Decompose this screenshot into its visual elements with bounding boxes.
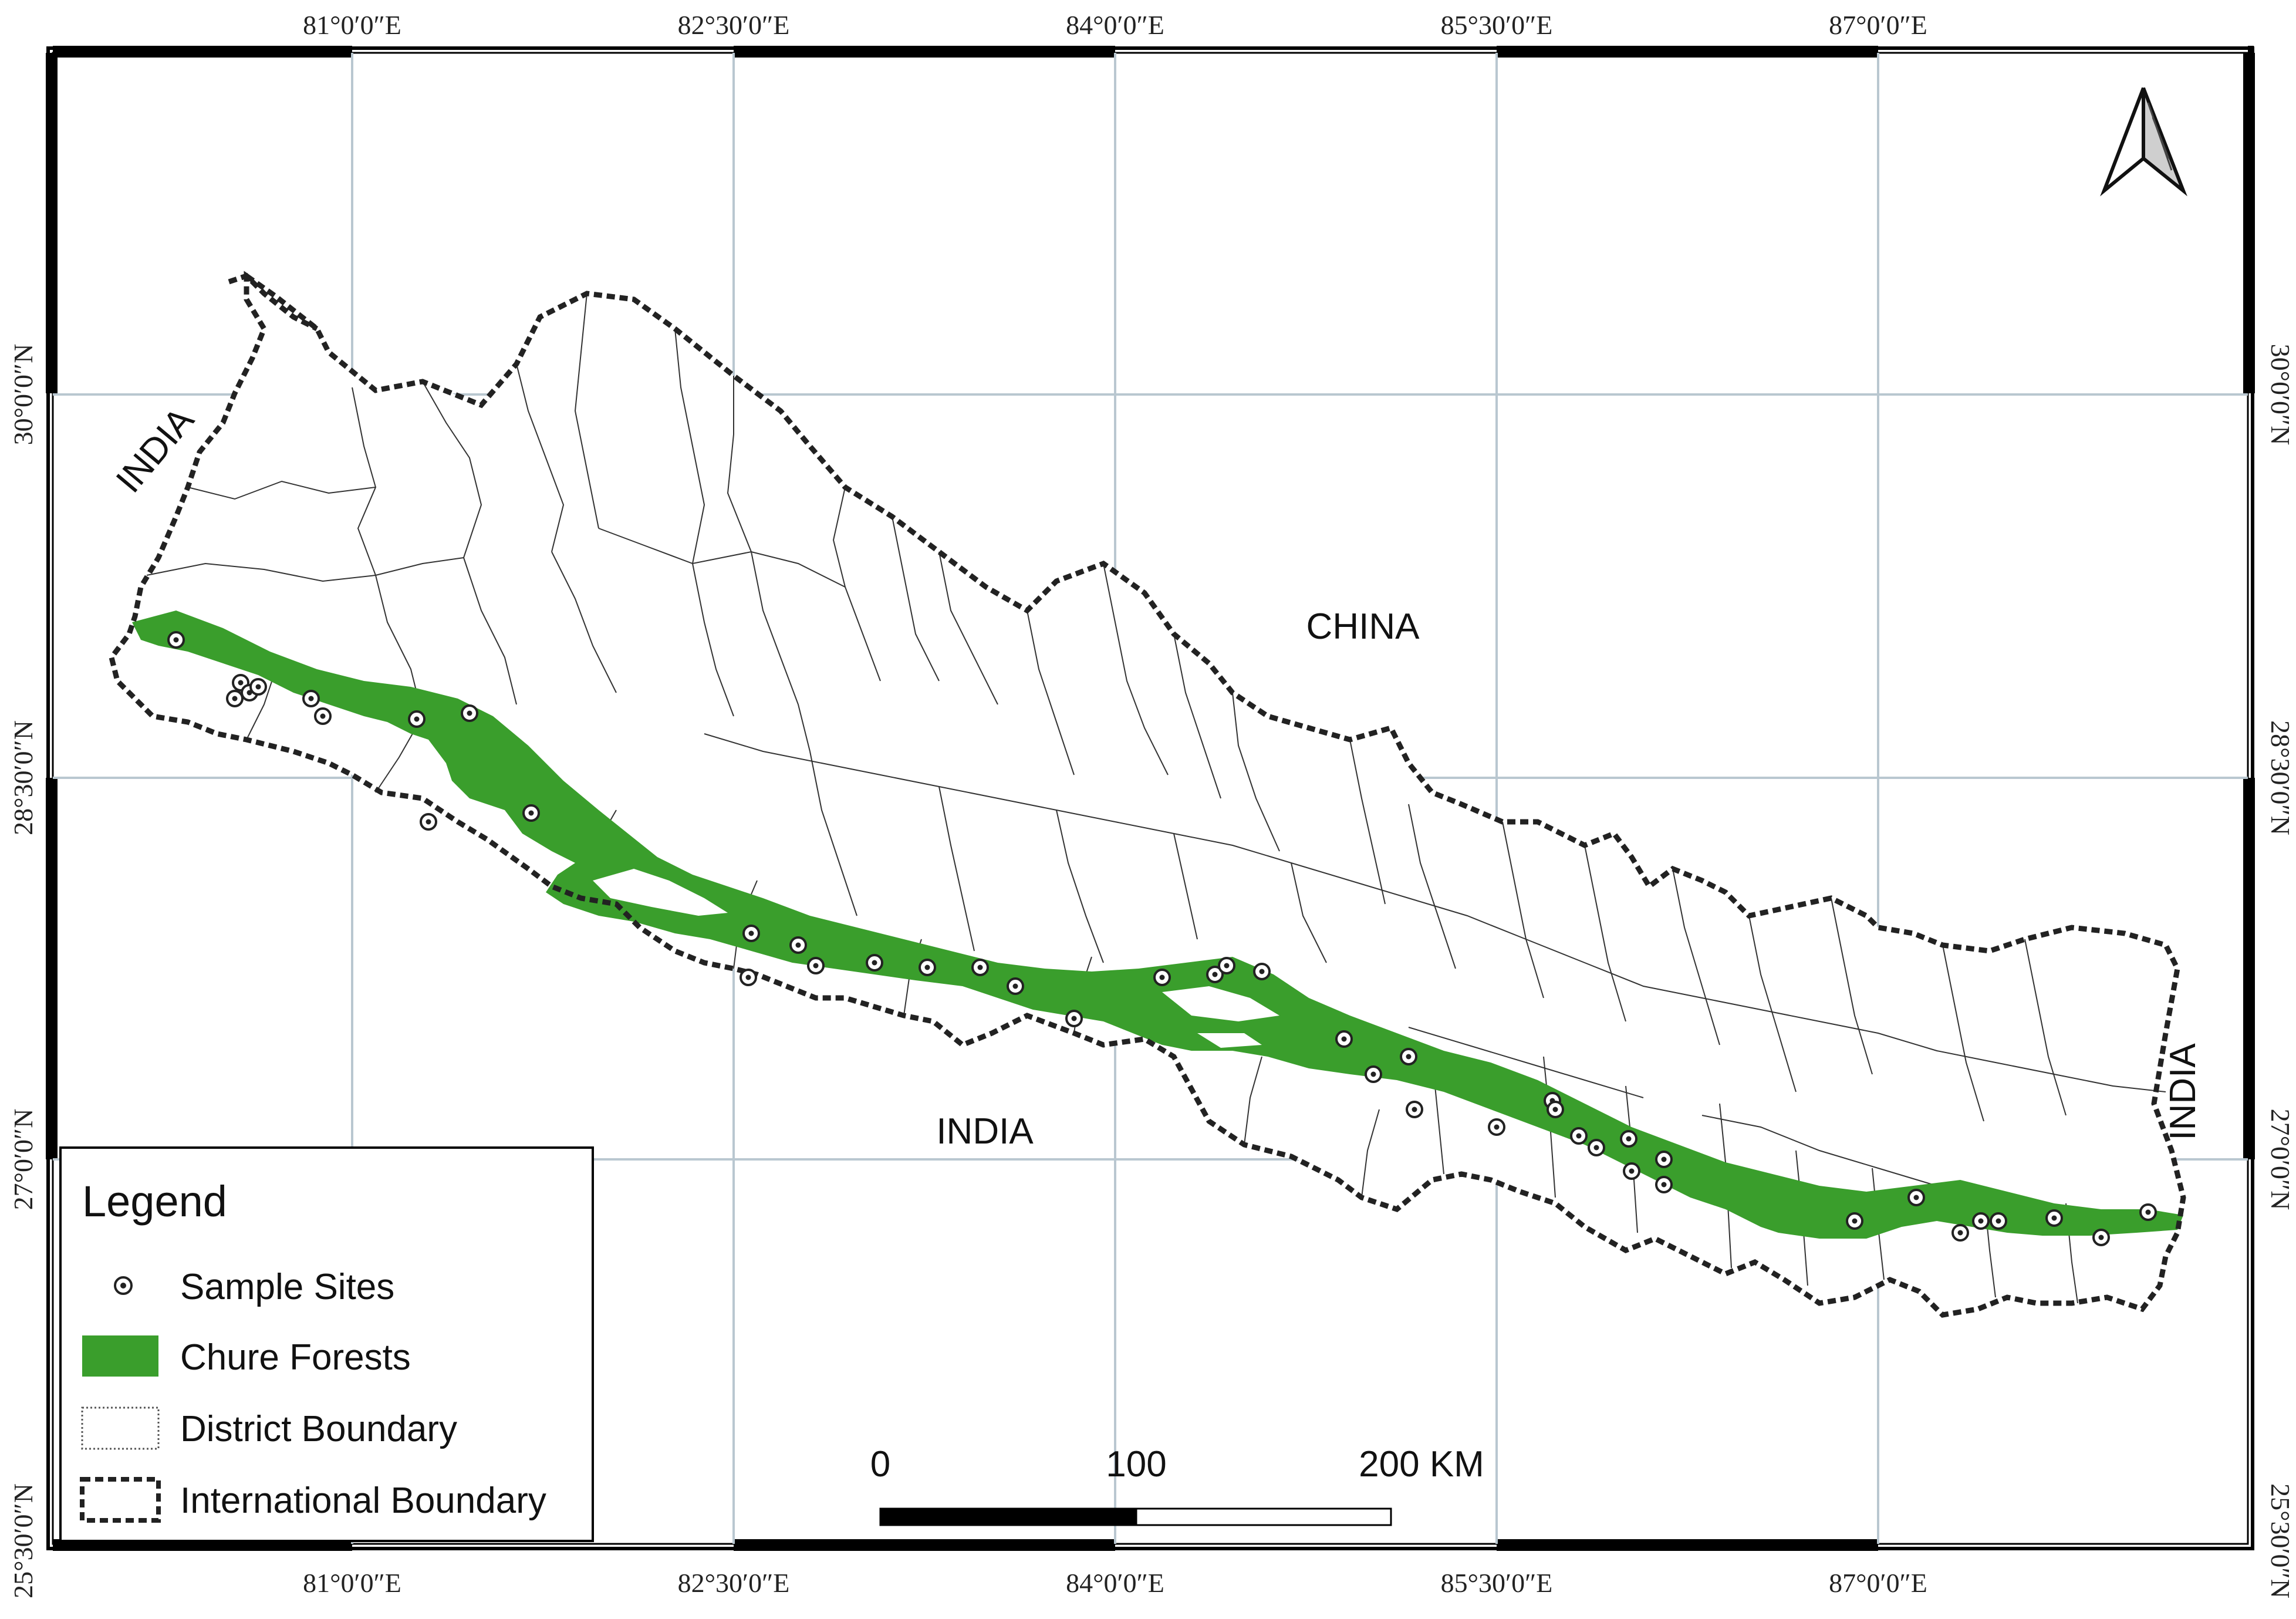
lon-label: 81°0′0″E: [303, 1568, 401, 1598]
sample-site-marker-dot: [1552, 1107, 1558, 1112]
legend-sample-site-icon: [114, 1276, 133, 1295]
sample-site-marker-dot: [2051, 1215, 2057, 1221]
sample-site-marker-dot: [1406, 1054, 1412, 1060]
international-boundary: [109, 271, 2186, 1318]
lat-label: 25°30′0″N: [8, 1483, 38, 1598]
sample-site-marker-dot: [1629, 1168, 1635, 1174]
sample-site-marker-dot: [1012, 983, 1018, 989]
longitude-labels-bottom: 81°0′0″E 82°30′0″E 84°0′0″E 85°30′0″E 87…: [303, 1568, 1927, 1598]
legend-district-boundary-swatch: [81, 1406, 160, 1450]
latitude-labels-right: 30°0′0″N 28°30′0″N 27°0′0″N 25°30′0″N: [2265, 344, 2295, 1598]
lon-label: 84°0′0″E: [1066, 1568, 1164, 1598]
lat-label: 28°30′0″N: [2265, 720, 2295, 835]
sample-site-marker-dot: [1957, 1230, 1963, 1236]
international-boundary-nw-spur: [228, 272, 319, 332]
sample-site-marker-dot: [467, 710, 472, 716]
sample-site-marker-dot: [1212, 972, 1218, 977]
scale-label-100: 100: [1106, 1444, 1166, 1485]
sample-site-marker-dot: [255, 684, 261, 690]
scale-bar: 0 100 200 KM: [870, 1444, 1484, 1526]
sample-site-marker-dot: [813, 963, 819, 969]
sample-site-marker-dot: [1159, 974, 1165, 980]
sample-site-marker-dot: [745, 974, 751, 980]
legend-label-chure-forests: Chure Forests: [180, 1337, 411, 1378]
lon-label: 87°0′0″E: [1829, 1568, 1927, 1598]
sample-site-marker-dot: [1978, 1218, 1984, 1224]
lat-label: 30°0′0″N: [2265, 344, 2295, 446]
sample-site-marker-dot: [1626, 1136, 1632, 1142]
legend-international-boundary-swatch: [80, 1477, 161, 1523]
sample-site-marker-dot: [1370, 1071, 1376, 1077]
sample-site-marker-dot: [924, 964, 930, 970]
scale-label-0: 0: [870, 1444, 890, 1485]
legend-label-district-boundary: District Boundary: [180, 1409, 457, 1449]
sample-site-marker-dot: [1593, 1145, 1599, 1151]
sample-site-marker-dot: [795, 942, 801, 948]
sample-site-marker-dot: [1576, 1133, 1582, 1139]
sample-site-marker-dot: [872, 960, 877, 966]
lat-label: 28°30′0″N: [8, 720, 38, 835]
sample-site-marker-dot: [1412, 1107, 1417, 1112]
sample-site-marker-dot: [308, 696, 314, 701]
sample-site-marker-dot: [1224, 963, 1230, 969]
lon-label: 84°0′0″E: [1066, 10, 1164, 40]
north-arrow-icon: [2100, 87, 2187, 197]
legend: Legend Sample Sites Chure Forests Distri…: [59, 1146, 594, 1542]
country-label-india-east: INDIA: [2163, 1043, 2203, 1141]
sample-site-marker-dot: [1913, 1195, 1919, 1200]
sample-site-marker-dot: [1071, 1016, 1077, 1021]
sample-site-marker-dot: [1661, 1156, 1667, 1162]
lat-label: 30°0′0″N: [8, 344, 38, 446]
scale-label-200km: 200 KM: [1359, 1444, 1484, 1485]
sample-sites: [167, 631, 2157, 1246]
lon-label: 85°30′0″E: [1441, 1568, 1553, 1598]
legend-title: Legend: [82, 1177, 227, 1226]
lat-label: 27°0′0″N: [2265, 1109, 2295, 1210]
lon-label: 81°0′0″E: [303, 10, 401, 40]
sample-site-marker-dot: [2145, 1209, 2151, 1215]
sample-site-marker-dot: [414, 716, 420, 722]
longitude-labels-top: 81°0′0″E 82°30′0″E 84°0′0″E 85°30′0″E 87…: [303, 10, 1927, 40]
lat-label: 27°0′0″N: [8, 1109, 38, 1210]
sample-site-marker-dot: [232, 696, 238, 701]
legend-chure-forest-swatch: [82, 1335, 158, 1377]
sample-site-marker-dot: [173, 637, 179, 643]
district-boundaries: [146, 293, 2166, 1304]
sample-site-marker-dot: [1341, 1036, 1347, 1042]
nepal-country-shape: [112, 276, 2183, 1315]
legend-label-international-boundary: International Boundary: [180, 1480, 546, 1521]
lon-label: 85°30′0″E: [1441, 10, 1553, 40]
sample-site-marker-dot: [426, 819, 431, 825]
sample-site-marker-dot: [1996, 1218, 2001, 1224]
sample-site-marker-dot: [1259, 969, 1265, 974]
latitude-labels-left: 30°0′0″N 28°30′0″N 27°0′0″N 25°30′0″N: [8, 344, 38, 1598]
lon-label: 87°0′0″E: [1829, 10, 1927, 40]
country-label-china: CHINA: [1306, 606, 1420, 647]
sample-site-marker-dot: [1494, 1124, 1500, 1130]
sample-site-marker-dot: [238, 680, 244, 686]
sample-site-marker-dot: [2098, 1235, 2104, 1240]
sample-site-marker-dot: [977, 964, 983, 970]
lon-label: 82°30′0″E: [678, 1568, 790, 1598]
sample-site-marker-dot: [748, 930, 754, 936]
sample-site-marker-dot: [528, 810, 534, 816]
country-label-india-south: INDIA: [936, 1111, 1034, 1152]
legend-label-sample-sites: Sample Sites: [180, 1267, 394, 1307]
lat-label: 25°30′0″N: [2265, 1483, 2295, 1598]
lon-label: 82°30′0″E: [678, 10, 790, 40]
sample-site-marker-dot: [320, 713, 326, 719]
forest-gaps: [593, 869, 1279, 1048]
sample-site-marker-dot: [1852, 1218, 1858, 1224]
sample-site-marker-dot: [1661, 1182, 1667, 1188]
